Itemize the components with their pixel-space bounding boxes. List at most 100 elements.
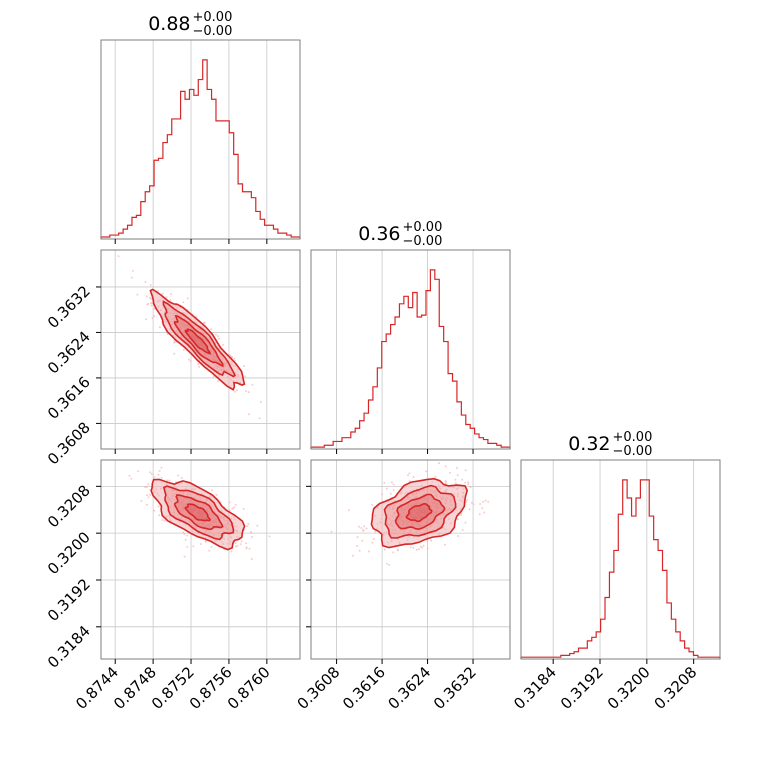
sample-point: [231, 507, 234, 510]
sample-point: [130, 477, 133, 480]
panel-1-1: [310, 250, 511, 449]
density-contour: [173, 494, 224, 531]
panel-title-plus: +0.00: [193, 10, 233, 25]
sample-point: [466, 499, 469, 502]
panel-border: [100, 459, 301, 660]
sample-point: [158, 514, 161, 517]
x-tick-label: 0.3184: [510, 663, 560, 713]
sample-point: [197, 363, 200, 365]
sample-point: [467, 481, 470, 484]
sample-point: [430, 539, 433, 542]
sample-point: [468, 508, 471, 511]
sample-point: [426, 539, 429, 542]
y-tick-label: 0.3608: [44, 419, 94, 469]
sample-point: [386, 562, 389, 565]
sample-point: [258, 417, 261, 420]
sample-point: [183, 532, 186, 535]
sample-point: [365, 527, 368, 530]
sample-point: [148, 296, 151, 299]
sample-point: [228, 501, 231, 504]
panel-title-minus: −0.00: [193, 24, 233, 39]
sample-point: [204, 540, 207, 543]
sample-point: [151, 317, 154, 320]
sample-point: [421, 546, 424, 549]
panel-2-1: [311, 460, 510, 659]
sample-point: [456, 467, 458, 470]
sample-point: [233, 357, 235, 360]
sample-point: [150, 473, 153, 475]
sample-point: [484, 499, 487, 502]
panel-2-0: [101, 460, 300, 659]
density-contour: [383, 484, 457, 539]
panel-title-minus: −0.00: [403, 234, 443, 249]
sample-point: [247, 413, 250, 416]
sample-point: [208, 549, 211, 552]
sample-point: [444, 480, 447, 482]
sample-point: [215, 493, 218, 496]
sample-point: [390, 481, 393, 484]
sample-point: [356, 545, 359, 547]
sample-point: [479, 503, 482, 505]
sample-point: [358, 549, 361, 552]
sample-point: [153, 315, 156, 318]
sample-point: [158, 469, 161, 472]
sample-point: [144, 485, 146, 488]
sample-point: [198, 365, 201, 368]
sample-point: [374, 530, 377, 533]
histogram-1: [310, 269, 511, 449]
panel-title-minus: −0.00: [613, 444, 653, 459]
sample-point: [392, 483, 395, 486]
sample-point: [419, 545, 422, 548]
sample-point: [456, 474, 459, 477]
sample-point: [174, 341, 177, 344]
sample-point: [412, 476, 415, 479]
sample-point: [368, 550, 371, 553]
panel-background: [101, 40, 300, 239]
sample-point: [186, 545, 189, 548]
sample-point: [456, 535, 459, 537]
sample-point: [417, 548, 420, 551]
sample-point: [422, 544, 425, 547]
sample-point: [137, 470, 140, 473]
sample-point: [487, 500, 490, 503]
sample-point: [149, 302, 152, 305]
sample-point: [203, 321, 206, 324]
sample-point: [149, 493, 152, 496]
sample-point: [145, 318, 148, 321]
sample-point: [388, 564, 391, 566]
y-tick-label: 0.3192: [44, 575, 94, 625]
sample-point: [363, 525, 366, 528]
sample-point: [146, 303, 149, 306]
sample-point: [236, 389, 238, 392]
sample-point: [230, 550, 233, 553]
y-tick-label: 0.3616: [44, 373, 94, 423]
x-tick-label: 0.8760: [224, 663, 274, 713]
panel-border: [310, 459, 511, 660]
sample-point: [239, 543, 242, 546]
x-tick-label: 0.3632: [430, 663, 480, 713]
sample-point: [144, 281, 147, 283]
panel-border: [100, 249, 301, 450]
sample-point: [408, 472, 411, 475]
sample-point: [244, 375, 247, 378]
histogram-2: [520, 479, 721, 659]
sample-point: [173, 341, 176, 344]
sample-point: [228, 353, 231, 356]
x-tick-label: 0.3208: [651, 663, 701, 713]
sample-point: [165, 296, 168, 299]
sample-point: [246, 525, 249, 528]
sample-point: [454, 482, 457, 485]
sample-point: [251, 383, 254, 386]
y-tick-label: 0.3200: [44, 528, 94, 578]
sample-point: [166, 479, 169, 482]
sample-point: [461, 478, 463, 481]
sample-point: [189, 360, 192, 363]
x-tick-label: 0.3616: [339, 663, 389, 713]
sample-point: [371, 503, 374, 506]
sample-point: [157, 505, 160, 508]
panel-border: [520, 459, 721, 660]
sample-point: [426, 547, 429, 550]
sample-point: [234, 503, 237, 506]
y-tick-label: 0.3624: [44, 328, 94, 378]
density-contour: [162, 485, 235, 541]
